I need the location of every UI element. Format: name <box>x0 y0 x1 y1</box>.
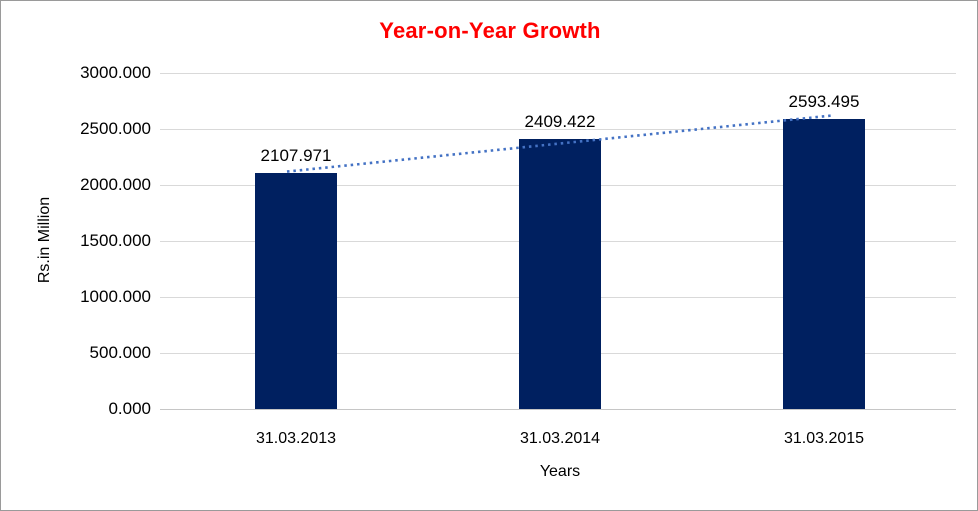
y-tick-label: 3000.000 <box>80 63 151 82</box>
y-tick-label: 1000.000 <box>80 287 151 306</box>
gridline <box>160 73 956 74</box>
data-label: 2409.422 <box>524 112 596 131</box>
y-tick-label: 2500.000 <box>80 119 151 138</box>
bar-31.03.2014[interactable] <box>519 139 601 409</box>
y-tick-label: 2000.000 <box>80 175 151 194</box>
chart-title: Year-on-Year Growth <box>379 18 601 43</box>
x-tick-label: 31.03.2013 <box>255 430 337 447</box>
y-tick-label: 500.000 <box>89 343 151 362</box>
data-label: 2593.495 <box>788 92 860 111</box>
x-tick-label: 31.03.2015 <box>783 430 865 447</box>
x-axis-line <box>160 409 956 410</box>
data-label: 2107.971 <box>260 146 332 165</box>
bar-31.03.2013[interactable] <box>255 173 337 409</box>
y-tick-label: 1500.000 <box>80 231 151 250</box>
bar-31.03.2015[interactable] <box>783 119 865 409</box>
y-tick-label: 0.000 <box>108 399 151 418</box>
x-axis-title: Years <box>539 463 581 480</box>
x-tick-label: 31.03.2014 <box>519 430 601 447</box>
